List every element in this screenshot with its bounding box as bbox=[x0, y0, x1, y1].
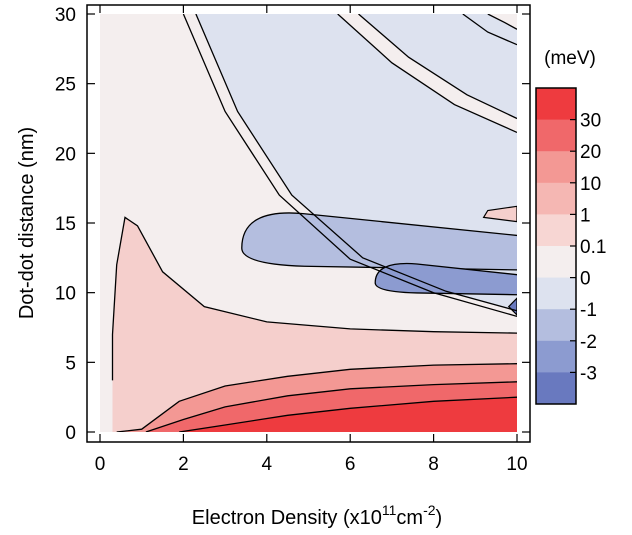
colorbar-band bbox=[536, 88, 576, 121]
plot-area bbox=[100, 14, 517, 432]
contour-bottom_red bbox=[116, 363, 517, 432]
colorbar: 30 20 10 1 0.1 0 -1 -2 -3 bbox=[535, 87, 606, 405]
y-tick-label: 25 bbox=[55, 75, 76, 96]
colorbar-band bbox=[536, 277, 576, 310]
region-deep-red bbox=[179, 397, 517, 432]
region-mid-blue bbox=[241, 212, 517, 271]
colorbar-label: -2 bbox=[580, 332, 597, 353]
region-upper-blue bbox=[358, 14, 517, 119]
contour-inner_light_2 bbox=[487, 14, 517, 30]
x-tick-label: 0 bbox=[95, 454, 106, 475]
colorbar-label: 1 bbox=[580, 205, 591, 226]
colorbar-band bbox=[536, 182, 576, 215]
colorbar-label: -3 bbox=[580, 363, 597, 384]
x-axis-title: Electron Density (x1011cm-2) bbox=[192, 502, 442, 529]
x-tick-label: 4 bbox=[262, 454, 273, 475]
y-tick-label: 15 bbox=[55, 214, 76, 235]
colorbar-band bbox=[536, 340, 576, 373]
colorbar-band bbox=[536, 246, 576, 279]
y-tick-label: 5 bbox=[65, 353, 76, 374]
axes: 0 2 4 6 8 10 0 5 10 15 20 25 30 bbox=[55, 4, 531, 475]
y-tick-label: 30 bbox=[55, 5, 76, 26]
contour-outer_light_1 bbox=[182, 14, 517, 318]
colorbar-title: (meV) bbox=[544, 48, 596, 69]
contour-wedge_0 bbox=[111, 216, 517, 381]
colorbar-label: 10 bbox=[580, 174, 601, 195]
contour-red2 bbox=[145, 381, 517, 432]
colorbar-band bbox=[536, 119, 576, 152]
colorbar-label: 0.1 bbox=[580, 237, 606, 258]
x-tick-label: 6 bbox=[345, 454, 356, 475]
colorbar-label: 20 bbox=[580, 142, 601, 163]
x-tick-label: 8 bbox=[428, 454, 439, 475]
region-dark-blue bbox=[374, 262, 517, 296]
contour-inner_light_1 bbox=[462, 14, 517, 46]
colorbar-band bbox=[536, 214, 576, 247]
contour-mid_light_2 bbox=[358, 14, 517, 120]
contour-mid_light_1 bbox=[337, 14, 517, 133]
colorbar-band bbox=[536, 372, 576, 405]
y-tick-label: 0 bbox=[65, 423, 76, 444]
y-tick-label: 20 bbox=[55, 144, 76, 165]
region-corner bbox=[487, 14, 517, 30]
colorbar-band bbox=[536, 151, 576, 184]
colorbar-label: 30 bbox=[580, 111, 601, 132]
y-tick-label: 10 bbox=[55, 284, 76, 305]
contour-red3 bbox=[179, 396, 517, 432]
region-pink-loop bbox=[482, 205, 517, 223]
colorbar-label: -1 bbox=[580, 300, 597, 321]
contour-outer_light_2 bbox=[195, 14, 517, 312]
colorbar-label: 0 bbox=[580, 269, 591, 290]
x-tick-label: 10 bbox=[506, 454, 527, 475]
x-tick-label: 2 bbox=[178, 454, 189, 475]
y-axis-title: Dot-dot distance (nm) bbox=[16, 127, 38, 319]
colorbar-band bbox=[536, 309, 576, 342]
